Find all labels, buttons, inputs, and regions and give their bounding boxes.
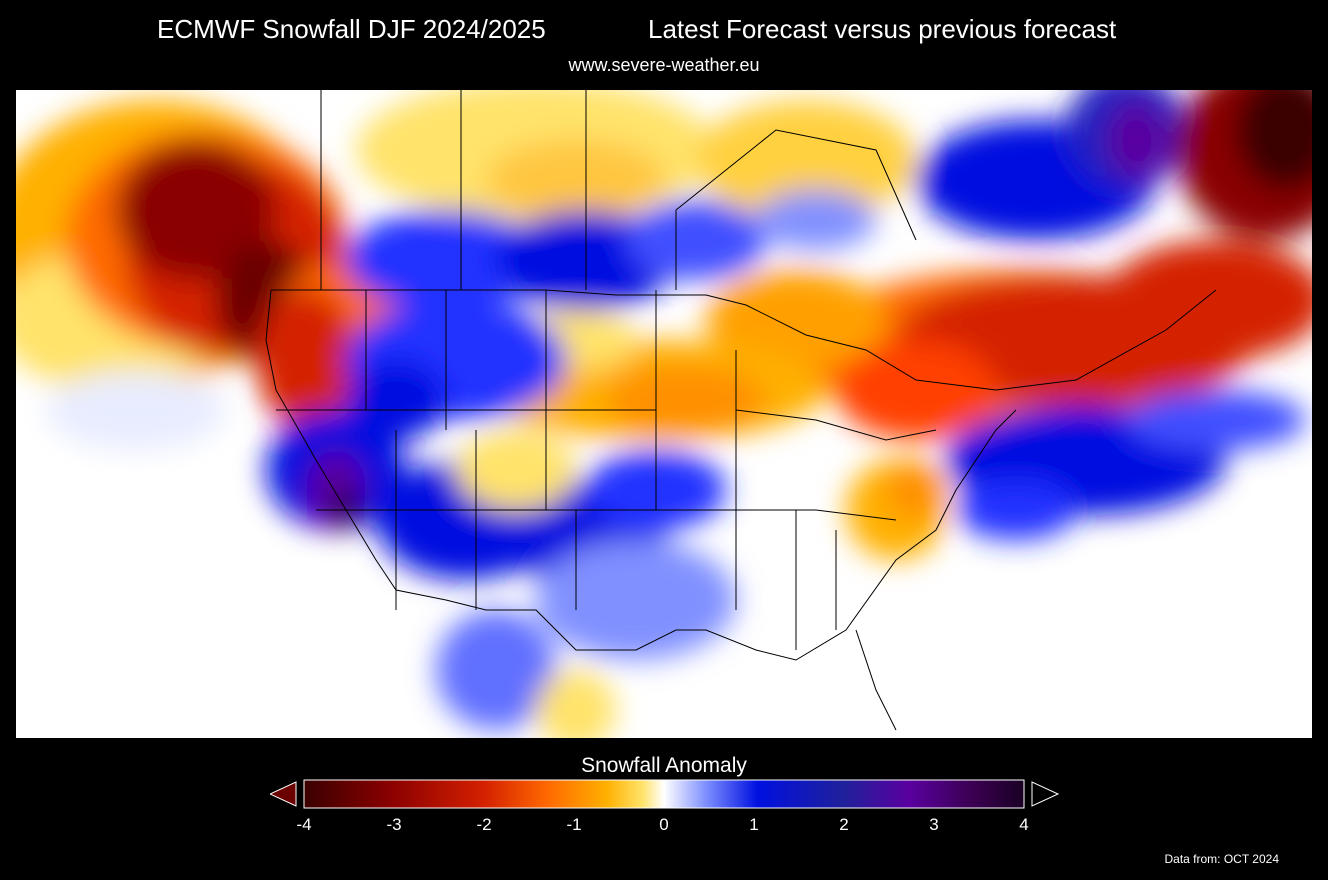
- data-source-note: Data from: OCT 2024: [1164, 852, 1280, 866]
- source-url: www.severe-weather.eu: [568, 55, 760, 75]
- legend-svg: [270, 779, 1060, 809]
- title-row: ECMWF Snowfall DJF 2024/2025 Latest Fore…: [0, 14, 1328, 50]
- legend-tick-label: 0: [659, 815, 669, 834]
- snowfall-anomaly-map: [16, 90, 1312, 738]
- legend-colorbar: [303, 779, 1025, 809]
- legend-max-arrow: [1031, 781, 1060, 807]
- legend-tick-label: -2: [476, 815, 492, 834]
- borders: [265, 90, 1217, 731]
- legend-tick-label: 4: [1019, 815, 1029, 834]
- legend-min-arrow: [270, 781, 297, 807]
- legend-tick-label: -4: [296, 815, 312, 834]
- map-title: ECMWF Snowfall DJF 2024/2025: [157, 14, 546, 44]
- color-legend: [270, 778, 1060, 838]
- map-subtitle: Latest Forecast versus previous forecast: [648, 14, 1117, 44]
- legend-tick-label: 3: [929, 815, 939, 834]
- legend-title: Snowfall Anomaly: [581, 754, 747, 777]
- legend-tick-label: 1: [749, 815, 759, 834]
- legend-tick-label: 2: [839, 815, 849, 834]
- legend-tick-label: -3: [386, 815, 402, 834]
- legend-tick-label: -1: [566, 815, 582, 834]
- map-svg: [16, 90, 1312, 738]
